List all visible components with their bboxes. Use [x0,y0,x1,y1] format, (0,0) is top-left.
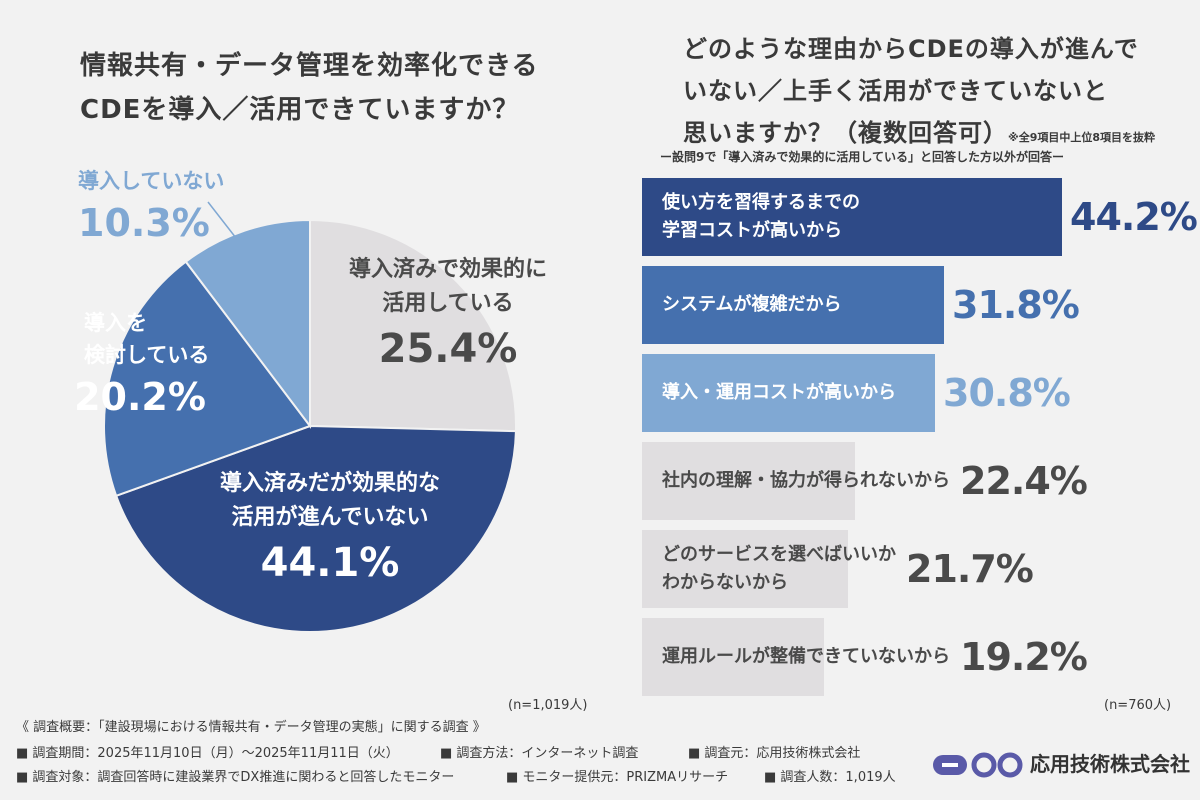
pie-slice-label-2-line-2: 活用が進んでいない [232,504,429,530]
pie-slice-label-2-line-1: 導入済みだが効果的な [220,470,440,496]
survey-count: ■ 調査人数：1,019人 [764,770,896,785]
bar-value-4: 22.4% [960,459,1088,503]
bar-3 [642,354,935,432]
survey-overview-heading: 《 調査概要：「建設現場における情報共有・データ管理の実態」に関する調査 》 [16,720,486,735]
bar-title-line-3-text: 思いますか？（複数回答可） [683,119,1008,147]
bar-chart-subtitle: ー設問9で「導入済みで効果的に活用している」と回答した方以外が回答ー [660,150,1064,164]
survey-target: ■ 調査対象：調査回答時に建設業界でDX推進に関わると回答したモニター [16,770,455,785]
bar-title-line-3: 思いますか？（複数回答可）※全9項目中上位8項目を抜粋 [683,112,1200,159]
bar-value-3: 30.8% [943,371,1071,415]
bar-value-6: 19.2% [960,635,1088,679]
pie-chart-title: 情報共有・データ管理を効率化できる CDEを導入／活用できていますか？ [80,44,600,132]
bar-title-note: ※全9項目中上位8項目を抜粋 [1008,131,1156,144]
pie-slice-value-4: 10.3% [78,201,210,245]
bar-label-6: 運用ルールが整備できていないから [662,646,950,667]
pie-slice-1 [309,218,517,433]
bar-label-3: 導入・運用コストが高いから [662,382,896,403]
pie-slice-value-1: 25.4% [379,326,518,372]
survey-method: ■ 調査方法：インターネット調査 [440,746,639,761]
pie-slice-label-3-line-1: 導入を [84,311,147,335]
bar-value-5: 21.7% [906,547,1034,591]
pie-slice-label-3-line-2: 検討している [84,343,209,367]
bar-1 [642,178,1062,256]
pie-sample-size: (n=1,019人) [508,698,588,713]
monitor-provider: ■ モニター提供元：PRIZMAリサーチ [506,770,729,785]
bar-6 [642,618,824,696]
pie-slice-3 [103,260,312,498]
bar-value-2: 31.8% [952,283,1080,327]
pie-slice-2 [114,424,517,633]
bar-label-4: 社内の理解・協力が得られないから [662,470,950,491]
company-name: 応用技術株式会社 [1030,752,1190,776]
bar-label-1: 使い方を習得するまでの 学習コストが高いから [662,192,860,241]
company-logo [933,752,1023,778]
pie-slice-4 [184,218,311,429]
bar-title-line-2: いない／上手く活用ができていないと [683,77,1108,105]
pie-leader-line [207,201,237,239]
pie-slice-value-3: 20.2% [74,375,206,419]
bar-value-1: 44.2% [1070,195,1198,239]
bar-4 [642,442,855,520]
pie-slice-value-2: 44.1% [261,540,400,586]
bar-chart-title: どのような理由からCDEの導入が進んで いない／上手く活用ができていないと 思い… [683,28,1200,159]
bar-2 [642,266,944,344]
bar-sample-size: (n=760人) [1104,698,1172,713]
bar-label-2: システムが複雑だから [662,294,842,315]
pie-slice-label-1-line-1: 導入済みで効果的に [349,256,547,282]
bar-label-5: どのサービスを選べばいいか わからないから [662,544,896,593]
survey-source: ■ 調査元：応用技術株式会社 [688,746,861,761]
pie-title-line-1: 情報共有・データ管理を効率化できる [80,51,539,81]
bar-title-line-1: どのような理由からCDEの導入が進んで [683,35,1139,63]
pie-slice-label-4-line-1: 導入していない [78,169,224,193]
pie-title-line-2: CDEを導入／活用できていますか？ [80,95,520,125]
survey-period: ■ 調査期間：2025年11月10日（月）〜2025年11月11日（火） [16,746,399,761]
bar-5 [642,530,848,608]
pie-slice-label-1-line-2: 活用している [382,291,513,316]
